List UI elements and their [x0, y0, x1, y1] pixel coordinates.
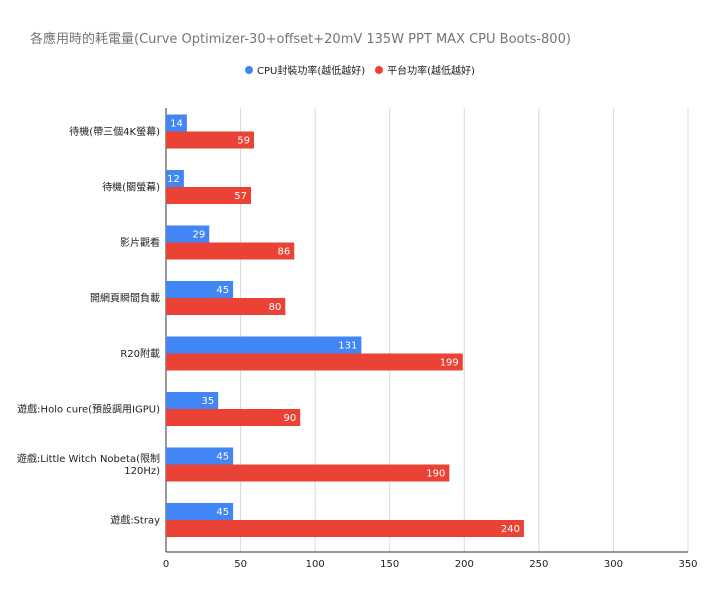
y-category-label-6-line1: 120Hz) [124, 466, 160, 477]
x-tick-label-6: 300 [604, 559, 623, 570]
data-label-cpu-5: 35 [201, 396, 214, 407]
bar-platform-6 [166, 464, 450, 482]
bar-platform-1 [166, 187, 252, 204]
legend-item-cpu: CPU封裝功率(越低越好) [245, 62, 365, 77]
bar-platform-0 [166, 131, 254, 149]
y-category-label-4: R20附載 [120, 347, 160, 360]
y-category-label-1: 待機(關螢幕) [102, 181, 160, 194]
bar-cpu-1 [166, 170, 184, 187]
chart-legend: CPU封裝功率(越低越好) 平台功率(越低越好) [0, 62, 720, 77]
data-label-platform-0: 59 [237, 136, 250, 147]
data-label-platform-2: 86 [278, 247, 291, 258]
legend-swatch-cpu [245, 65, 254, 74]
data-label-platform-5: 90 [283, 413, 296, 424]
y-category-label-7: 遊戲:Stray [110, 514, 160, 527]
bar-cpu-4 [166, 336, 362, 354]
bar-platform-2 [166, 242, 295, 260]
x-tick-label-3: 150 [380, 559, 399, 570]
bar-cpu-0 [166, 114, 187, 132]
y-category-label-3: 開網頁瞬間負載 [90, 292, 160, 305]
y-category-label-2: 影片觀看 [120, 236, 160, 249]
x-tick-label-7: 350 [678, 559, 697, 570]
legend-label-platform: 平台功率(越低越好) [387, 66, 475, 77]
y-category-label-0: 待機(帶三個4K螢幕) [69, 125, 160, 138]
data-label-cpu-6: 45 [216, 452, 229, 463]
data-label-cpu-2: 29 [193, 230, 206, 241]
data-label-platform-7: 240 [501, 524, 520, 535]
data-label-platform-4: 199 [440, 358, 459, 369]
bar-cpu-7 [166, 503, 234, 520]
x-tick-label-1: 50 [234, 559, 247, 570]
bar-platform-3 [166, 298, 286, 315]
bar-cpu-5 [166, 392, 219, 409]
bar-cpu-6 [166, 447, 234, 465]
x-tick-label-0: 0 [163, 559, 169, 570]
y-category-label-5: 遊戲:Holo cure(預設調用IGPU) [17, 403, 160, 416]
data-label-cpu-3: 45 [216, 285, 229, 296]
data-label-cpu-0: 14 [170, 119, 183, 130]
x-tick-label-5: 250 [529, 559, 548, 570]
data-label-platform-6: 190 [426, 469, 445, 480]
legend-label-cpu: CPU封裝功率(越低越好) [257, 66, 366, 77]
data-label-cpu-4: 131 [338, 341, 357, 352]
bar-cpu-3 [166, 281, 234, 298]
y-category-label-6-line0: 遊戲:Little Witch Nobeta(限制 [17, 452, 160, 465]
bar-cpu-2 [166, 225, 210, 243]
data-label-platform-1: 57 [234, 191, 247, 202]
data-label-platform-3: 80 [269, 302, 282, 313]
data-label-cpu-1: 12 [167, 174, 180, 185]
chart-title: 各應用時的耗電量(Curve Optimizer-30+offset+20mV … [30, 32, 571, 47]
x-tick-label-4: 200 [455, 559, 474, 570]
x-tick-label-2: 100 [306, 559, 325, 570]
data-label-cpu-7: 45 [216, 507, 229, 518]
bar-platform-4 [166, 353, 463, 371]
legend-swatch-platform [375, 65, 384, 74]
bar-platform-7 [166, 520, 524, 537]
bar-platform-5 [166, 409, 301, 426]
legend-item-platform: 平台功率(越低越好) [375, 62, 475, 77]
